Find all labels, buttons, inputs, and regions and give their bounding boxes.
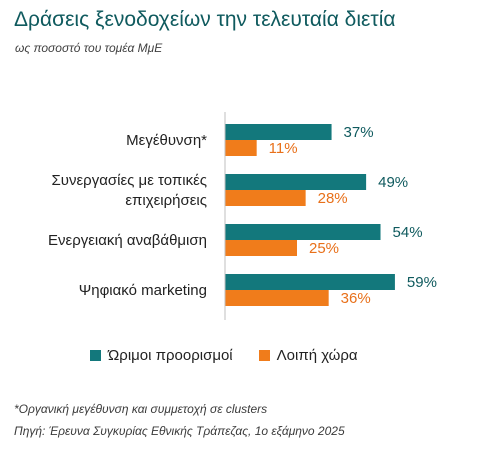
data-label: 54% bbox=[393, 224, 423, 241]
category-label: Ενεργειακή αναβάθμιση bbox=[48, 232, 207, 249]
chart-title: Δράσεις ξενοδοχείων την τελευταία διετία bbox=[14, 8, 396, 31]
category-label: Ψηφιακό marketing bbox=[79, 282, 207, 299]
data-label: 59% bbox=[407, 274, 437, 291]
bar-series2 bbox=[225, 140, 257, 156]
bar-chart: Μεγέθυνση* 37% 11% Συνεργασίες με τοπικές επ… bbox=[48, 112, 437, 320]
legend-swatch-series1 bbox=[90, 350, 101, 361]
data-label: 49% bbox=[378, 174, 408, 191]
bar-series2 bbox=[225, 190, 306, 206]
data-label: 36% bbox=[341, 290, 371, 307]
legend-swatch-series2 bbox=[258, 350, 270, 361]
bar-series2 bbox=[225, 290, 329, 306]
footnote-note: *Οργανική μεγέθυνση και συμμετοχή σε clu… bbox=[14, 402, 268, 416]
data-label: 28% bbox=[318, 190, 348, 207]
footnote-source: Πηγή: Έρευνα Συγκυρίας Εθνικής Τράπεζας,… bbox=[14, 424, 345, 438]
chart-subtitle: ως ποσοστό του τομέα ΜμΕ bbox=[15, 41, 163, 55]
data-label: 37% bbox=[344, 124, 374, 141]
category-label: Συνεργασίες με τοπικές επιχειρήσεις bbox=[52, 172, 207, 209]
bar-series2 bbox=[225, 240, 297, 256]
bar-series1 bbox=[225, 174, 367, 190]
data-label: 11% bbox=[269, 140, 298, 157]
legend-item-series1: Ώριμοι προορισμοί bbox=[90, 347, 233, 364]
data-label: 25% bbox=[309, 240, 339, 257]
bar-series1 bbox=[225, 224, 381, 240]
bar-series1 bbox=[225, 274, 395, 290]
legend-item-series2: Λοιπή χώρα bbox=[258, 347, 358, 364]
legend-label-series1: Ώριμοι προορισμοί bbox=[108, 347, 233, 364]
category-label: Μεγέθυνση* bbox=[126, 132, 207, 149]
bar-series1 bbox=[225, 124, 332, 140]
legend-label-series2: Λοιπή χώρα bbox=[276, 347, 358, 364]
legend: Ώριμοι προορισμοί Λοιπή χώρα bbox=[90, 347, 358, 364]
